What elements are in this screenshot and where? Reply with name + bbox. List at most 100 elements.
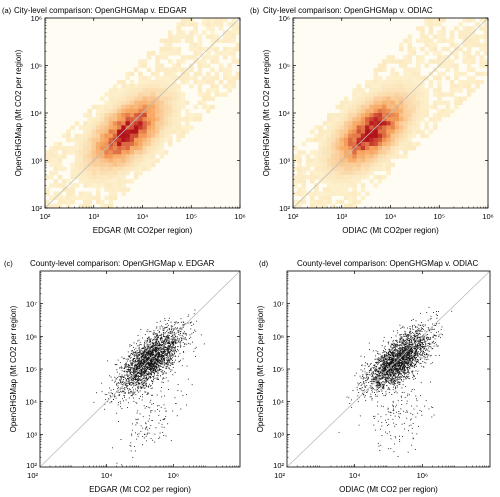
scatter-point	[161, 357, 163, 359]
scatter-point	[143, 368, 145, 369]
scatter-point	[161, 363, 163, 365]
scatter-point	[376, 368, 378, 370]
scatter-point	[147, 361, 149, 363]
scatter-point	[147, 351, 148, 353]
scatter-point	[158, 341, 160, 343]
heatmap-cell	[339, 183, 345, 188]
heatmap-cell	[297, 170, 302, 176]
scatter-point	[158, 359, 160, 361]
scatter-point	[412, 364, 413, 366]
heatmap-cell	[108, 199, 114, 205]
scatter-point	[428, 337, 430, 339]
scatter-point	[151, 341, 153, 343]
heatmap-cell	[352, 191, 357, 196]
scatter-point	[131, 390, 133, 392]
scatter-point	[139, 362, 141, 364]
scatter-point	[160, 387, 162, 388]
scatter-point	[174, 346, 176, 348]
heatmap-cell	[420, 88, 425, 93]
scatter-point	[134, 384, 136, 386]
scatter-point	[143, 363, 144, 365]
scatter-point	[159, 365, 161, 366]
scatter-point	[153, 337, 155, 339]
heatmap-cell	[146, 67, 152, 72]
scatter-point	[129, 371, 131, 373]
heatmap-cell	[227, 46, 232, 52]
heatmap-cell	[134, 137, 139, 143]
heatmap-cell	[415, 113, 421, 118]
heatmap-cell	[415, 88, 421, 93]
scatter-point	[148, 354, 150, 356]
scatter-point	[111, 393, 113, 395]
scatter-point	[127, 368, 129, 370]
heatmap-cell	[125, 137, 131, 143]
scatter-point	[135, 370, 137, 372]
heatmap-cell	[390, 104, 396, 110]
heatmap-cell	[386, 141, 391, 147]
scatter-point	[173, 354, 175, 356]
scatter-point	[163, 418, 165, 420]
heatmap-cell	[322, 154, 328, 159]
heatmap-cell	[377, 84, 383, 89]
heatmap-cell	[377, 117, 383, 122]
heatmap-cell	[104, 104, 109, 110]
heatmap-cell	[462, 34, 468, 39]
scatter-point	[147, 363, 149, 365]
heatmap-cell	[210, 26, 215, 31]
scatter-point	[164, 318, 166, 320]
scatter-point	[122, 376, 124, 378]
heatmap-cell	[369, 100, 374, 106]
heatmap-cell	[471, 34, 476, 39]
heatmap-cell	[437, 79, 442, 85]
scatter-point	[139, 373, 141, 374]
scatter-point	[148, 365, 150, 367]
scatter-point	[129, 360, 131, 362]
heatmap-cell	[95, 137, 101, 143]
scatter-point	[170, 354, 172, 356]
scatter-point	[136, 375, 138, 377]
scatter-point	[169, 358, 171, 360]
scatter-point	[133, 381, 135, 383]
heatmap-cell	[314, 203, 319, 208]
scatter-point	[126, 369, 128, 371]
heatmap-cell	[466, 88, 472, 93]
heatmap-cell	[343, 195, 349, 201]
scatter-point	[167, 358, 169, 360]
heatmap-cell	[339, 129, 345, 134]
scatter-point	[154, 369, 156, 371]
scatter-point	[179, 327, 181, 329]
heatmap-cell	[100, 183, 105, 188]
heatmap-cell	[377, 133, 383, 139]
heatmap-cell	[369, 137, 374, 143]
scatter-point	[125, 399, 127, 401]
heatmap-cell	[373, 92, 379, 97]
heatmap-cell	[180, 22, 186, 27]
scatter-point	[178, 361, 180, 363]
heatmap-cell	[129, 113, 135, 118]
scatter-point	[151, 387, 153, 389]
heatmap-cell	[95, 133, 101, 139]
scatter-point	[110, 389, 112, 391]
heatmap-cell	[189, 67, 194, 72]
scatter-point	[126, 375, 128, 377]
heatmap-cell	[112, 92, 118, 97]
scatter-point	[143, 366, 145, 368]
scatter-point	[173, 338, 175, 340]
scatter-point	[157, 365, 159, 367]
scatter-point	[377, 361, 379, 363]
heatmap-cell	[454, 67, 459, 72]
heatmap-cell	[138, 146, 143, 151]
scatter-point	[161, 423, 163, 425]
heatmap-cell	[411, 133, 417, 139]
scatter-point	[161, 396, 163, 398]
heatmap-cell	[184, 34, 190, 39]
heatmap-cell	[125, 100, 131, 106]
scatter-point	[147, 366, 149, 368]
scatter-point	[134, 363, 136, 365]
heatmap-cell	[356, 117, 362, 122]
scatter-point	[160, 419, 161, 421]
scatter-point	[149, 347, 151, 348]
scatter-point	[144, 334, 146, 336]
scatter-point	[139, 349, 141, 351]
heatmap-cell	[301, 183, 307, 188]
